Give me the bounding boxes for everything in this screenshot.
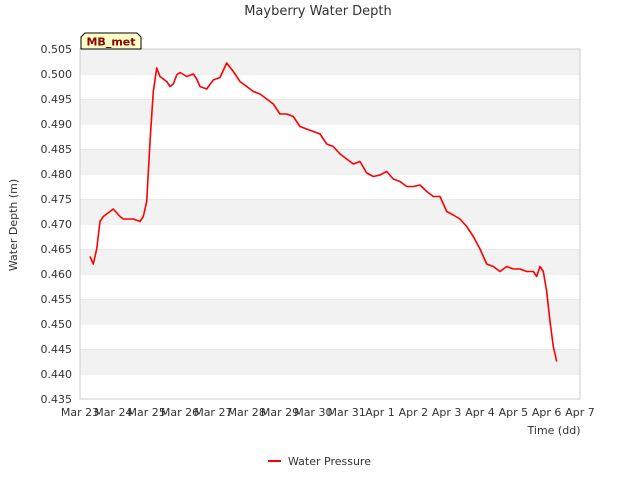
x-tick-label: Apr 2 — [399, 406, 429, 419]
y-tick-label: 0.470 — [41, 218, 73, 231]
y-tick-label: 0.450 — [41, 318, 73, 331]
station-label-badge — [80, 32, 142, 50]
y-tick-label: 0.485 — [41, 143, 73, 156]
x-tick-label: Apr 5 — [499, 406, 529, 419]
legend: Water Pressure — [268, 455, 371, 468]
legend-label-water-pressure: Water Pressure — [288, 455, 371, 468]
chart-title: Mayberry Water Depth — [244, 4, 392, 19]
y-tick-label: 0.435 — [41, 393, 73, 406]
x-tick-label: Mar 26 — [161, 406, 199, 419]
x-tick-label: Mar 31 — [328, 406, 366, 419]
x-axis-title: Time (dd) — [527, 424, 581, 437]
x-tick-label: Apr 7 — [565, 406, 595, 419]
plot-band — [80, 49, 580, 74]
x-tick-label: Apr 4 — [465, 406, 495, 419]
x-tick-label: Mar 30 — [294, 406, 332, 419]
x-tick-label: Mar 24 — [94, 406, 132, 419]
plot-band — [80, 349, 580, 374]
y-tick-label: 0.500 — [41, 68, 73, 81]
water-pressure-line — [89, 62, 558, 362]
y-tick-label: 0.495 — [41, 93, 73, 106]
y-tick-label: 0.455 — [41, 293, 73, 306]
x-tick-label: Apr 1 — [365, 406, 395, 419]
plot-frame — [79, 48, 581, 400]
station-label-text: MB_met — [86, 36, 135, 49]
x-tick-label: Mar 28 — [228, 406, 266, 419]
y-tick-label: 0.505 — [41, 43, 73, 56]
plot-band — [80, 224, 580, 249]
plot-band — [80, 149, 580, 174]
x-tick-label: Mar 23 — [61, 406, 99, 419]
x-tick-label: Mar 29 — [261, 406, 299, 419]
plot-band — [80, 374, 580, 399]
plot-band — [80, 199, 580, 224]
station-label-box: MB_met — [80, 32, 142, 50]
y-tick-label: 0.440 — [41, 368, 73, 381]
y-tick-label: 0.445 — [41, 343, 73, 356]
x-tick-label: Mar 25 — [128, 406, 166, 419]
plot-band — [80, 174, 580, 199]
x-tick-label: Apr 3 — [432, 406, 462, 419]
x-tick-label: Mar 27 — [194, 406, 232, 419]
plot-band — [80, 299, 580, 324]
plot-band — [80, 274, 580, 299]
plot-band — [80, 324, 580, 349]
y-tick-label: 0.490 — [41, 118, 73, 131]
y-axis-ticks: 0.435 0.440 0.445 0.450 0.455 0.460 0.465 0.470… — [41, 43, 73, 406]
y-axis-title: Water Depth (m) — [7, 179, 20, 271]
y-tick-label: 0.460 — [41, 268, 73, 281]
y-tick-label: 0.480 — [41, 168, 73, 181]
plot-band — [80, 99, 580, 124]
y-tick-label: 0.465 — [41, 243, 73, 256]
y-tick-label: 0.475 — [41, 193, 73, 206]
plot-band — [80, 249, 580, 274]
x-tick-label: Apr 6 — [532, 406, 562, 419]
plot-background-bands — [80, 48, 580, 399]
